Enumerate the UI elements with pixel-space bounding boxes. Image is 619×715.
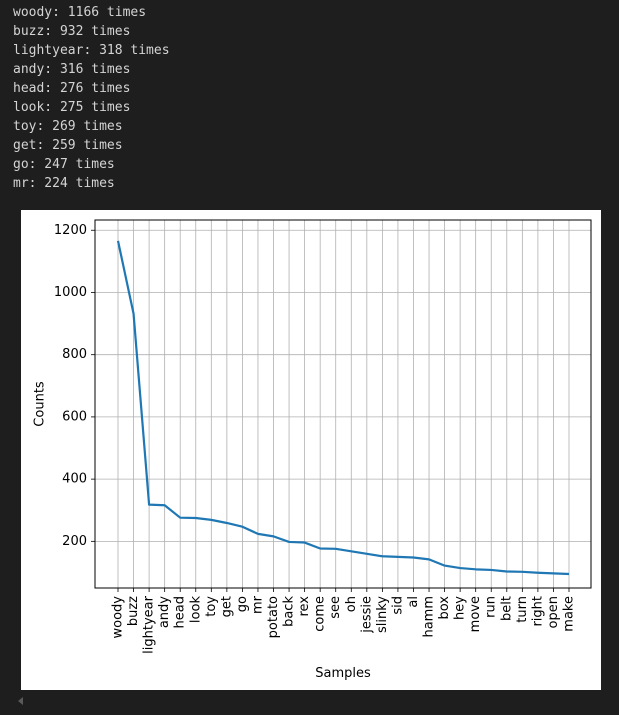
x-tick-label: come — [313, 596, 328, 632]
x-tick-label: go — [235, 596, 250, 612]
x-tick-label: get — [219, 596, 234, 617]
frequency-plot: 200 400 600 800 1000 1200 woody buzz lightyear a… — [21, 210, 601, 690]
output-line: go: 247 times — [13, 157, 115, 172]
x-tick-label: back — [282, 596, 297, 627]
output-line: get: 259 times — [13, 138, 123, 153]
grid-layer — [95, 220, 591, 588]
x-tick-label: make — [562, 596, 577, 632]
output-line: head: 276 times — [13, 81, 131, 96]
x-tick-label: mr — [250, 595, 265, 614]
output-line: buzz: 932 times — [13, 24, 131, 39]
y-tick-label: 1200 — [54, 223, 87, 238]
x-tick-label: buzz — [126, 596, 141, 626]
x-tick-label: belt — [499, 596, 514, 621]
x-tick-label: andy — [157, 596, 172, 628]
x-tick-label: run — [484, 596, 499, 618]
y-ticks: 200 400 600 800 1000 1200 — [54, 223, 95, 549]
x-axis-label: Samples — [315, 666, 371, 681]
x-tick-label: woody — [111, 596, 126, 639]
x-ticks: woody buzz lightyear andy head look toy get go mr… — [111, 588, 577, 654]
stdout-text: woody: 1166 times buzz: 932 times lightyea… — [13, 3, 170, 193]
x-tick-label: jessie — [359, 596, 374, 634]
output-line: toy: 269 times — [13, 119, 123, 134]
x-tick-label: toy — [204, 596, 219, 617]
y-tick-label: 200 — [62, 534, 87, 549]
plot-frame — [94, 219, 592, 589]
y-tick-label: 400 — [62, 472, 87, 487]
y-tick-label: 800 — [62, 347, 87, 362]
x-tick-label: oh — [344, 596, 359, 612]
x-tick-label: slinky — [375, 596, 390, 633]
x-tick-label: al — [406, 596, 421, 608]
x-tick-label: hey — [453, 596, 468, 620]
x-tick-label: hamm — [422, 596, 437, 638]
x-tick-label: right — [530, 596, 545, 627]
output-line: woody: 1166 times — [13, 5, 147, 20]
x-tick-label: sid — [390, 596, 405, 615]
x-tick-label: box — [437, 596, 452, 620]
y-tick-label: 600 — [62, 409, 87, 424]
output-line: andy: 316 times — [13, 62, 131, 77]
output-line: look: 275 times — [13, 100, 131, 115]
counts-line — [116, 240, 570, 576]
x-tick-label: open — [546, 596, 561, 628]
x-tick-label: lightyear — [142, 595, 157, 653]
y-axis-label: Counts — [33, 381, 48, 427]
x-tick-label: head — [173, 596, 188, 628]
x-tick-label: potato — [266, 596, 281, 638]
scroll-left-icon[interactable] — [18, 697, 23, 705]
x-tick-label: see — [328, 596, 343, 619]
output-line: mr: 224 times — [13, 176, 115, 191]
x-tick-label: turn — [515, 596, 530, 623]
x-tick-label: move — [468, 596, 483, 632]
x-tick-label: look — [188, 596, 203, 624]
output-line: lightyear: 318 times — [13, 43, 170, 58]
y-tick-label: 1000 — [54, 285, 87, 300]
x-tick-label: rex — [297, 596, 312, 617]
